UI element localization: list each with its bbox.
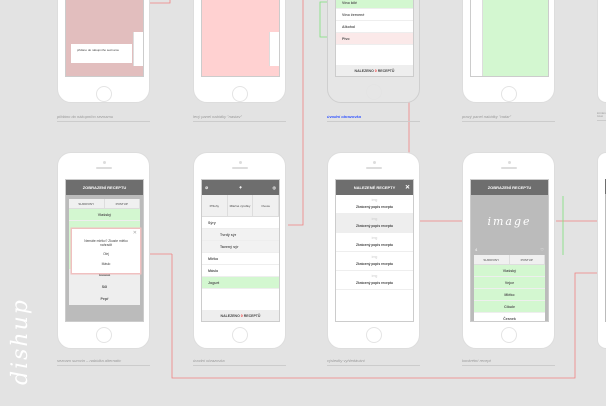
category-dairy[interactable]: Mléčné výrobky <box>227 195 254 216</box>
close-icon[interactable]: ✕ <box>404 185 410 191</box>
result-item[interactable]: img Zkrácený popis receptu <box>336 195 413 214</box>
result-desc: Zkrácený popis receptu <box>355 224 393 228</box>
found-recipes-button[interactable]: NALEZENO 0 RECEPTŮ <box>336 65 413 76</box>
people-count[interactable]: 4 <box>475 247 478 252</box>
screen-label: seznam surovin – nabídka alternativ <box>57 358 150 366</box>
phone-right-panel <box>462 0 555 103</box>
recipe-image: image <box>487 214 532 228</box>
list-item[interactable]: Vlašský <box>474 265 545 277</box>
list-item[interactable]: Tavený sýr <box>202 241 279 253</box>
list-item[interactable]: Alkohol <box>336 21 413 33</box>
list-item[interactable]: Mléko <box>474 289 545 301</box>
home-button <box>232 86 248 102</box>
phone-search-results: NALEZENÉ RECEPTY ✕ img Zkrácený popis rece… <box>327 152 420 349</box>
found-recipes-button[interactable]: NALEZENO 0 RECEPTŮ <box>202 310 279 321</box>
home-button <box>96 327 112 343</box>
popup: přidáno do nákupního seznamu <box>71 44 132 63</box>
close-icon[interactable]: ✕ <box>132 230 137 236</box>
home-button <box>232 327 248 343</box>
home-button <box>501 327 517 343</box>
result-image: img <box>371 236 378 240</box>
header: NALEZENÉ RECEPTY ✕ <box>336 180 413 195</box>
screen-label: přidáno do nákupního seznamu <box>57 114 150 122</box>
result-item[interactable]: img Zkrácený popis receptu <box>336 252 413 271</box>
option-button[interactable]: Máslo <box>101 262 111 266</box>
list-item[interactable]: Cibule <box>474 301 545 313</box>
result-desc: Zkrácený popis receptu <box>355 262 393 266</box>
result-item[interactable]: img Zkrácený popis receptu <box>336 233 413 252</box>
list-item[interactable]: Sýry <box>202 217 279 229</box>
tab-steps[interactable]: POSTUP <box>104 199 140 208</box>
list-item[interactable]: Jogurt <box>202 277 279 289</box>
list-item[interactable]: Pepř <box>69 293 140 305</box>
list-item[interactable]: Máslo <box>202 265 279 277</box>
header: ZOBRAZENÍ RECEPTU <box>471 180 548 195</box>
result-desc: Zkrácený popis receptu <box>355 205 393 209</box>
home-button <box>501 86 517 102</box>
home-button <box>96 86 112 102</box>
logo-icon: ⚘ <box>238 185 243 190</box>
result-item[interactable]: img Zkrácený popis receptu <box>336 214 413 233</box>
result-desc: Zkrácený popis receptu <box>355 243 393 247</box>
radar-icon[interactable]: ◎ <box>272 185 277 190</box>
heart-icon[interactable]: ♡ <box>540 247 544 252</box>
list-item[interactable]: Pivo <box>336 33 413 45</box>
screen-label: levý panel nabídky "nastav" <box>193 114 286 122</box>
header: ZOBRAZENÍ RECEPTU <box>66 180 143 195</box>
category-fruit[interactable]: Ovoce <box>253 195 279 216</box>
result-image: img <box>371 217 378 221</box>
phone-added-to-list: přidáno do nákupního seznamu <box>57 0 150 103</box>
list-item[interactable]: Víno červené <box>336 9 413 21</box>
result-image: img <box>371 198 378 202</box>
phone-home: Víno bílé Víno červené Alkohol Pivo NALE… <box>327 0 420 103</box>
list-item[interactable]: Vejce <box>474 277 545 289</box>
option-button[interactable]: Olej <box>103 252 109 256</box>
category-sidebar[interactable] <box>269 32 279 66</box>
home-button <box>366 327 382 343</box>
list-item[interactable]: Mléko <box>202 253 279 265</box>
screen-label: konkrétní recept <box>462 358 555 366</box>
tab-ingredients[interactable]: SUROVINY <box>69 199 105 208</box>
screen-label: úvodní obrazovka <box>327 114 420 122</box>
list-item[interactable]: Vlašský <box>69 209 140 221</box>
tab-ingredients[interactable]: SUROVINY <box>474 255 510 264</box>
alternative-popup: Nemáte mléko? Zkuste mléko nahradit Olej… <box>72 229 140 273</box>
phone-recipe: ZOBRAZENÍ RECEPTU image 4 ♡ SUROVINY POSTU… <box>462 152 555 349</box>
category-sides[interactable]: Přílohy <box>202 195 228 216</box>
category-sidebar[interactable] <box>133 32 143 66</box>
header: ⊘ ⚘ ◎ <box>202 180 279 195</box>
home-button <box>366 84 382 100</box>
phone-ingredients-alt: ZOBRAZENÍ RECEPTU SUROVINY POSTUP Vlašský… <box>57 152 150 349</box>
list-item[interactable]: Česnek <box>474 313 545 321</box>
tab-steps[interactable]: POSTUP <box>509 255 545 264</box>
screen-label: pravý panel nabídky "radar" <box>462 114 555 122</box>
phone-context <box>597 0 606 103</box>
result-desc: Zkrácený popis receptu <box>355 281 393 285</box>
result-item[interactable]: img Zkrácený popis receptu <box>336 271 413 290</box>
list-item[interactable]: Tvrdý sýr <box>202 229 279 241</box>
screen-label: výsledky vyhledávání <box>327 358 420 366</box>
list-item[interactable]: Sůl <box>69 281 140 293</box>
phone-home-categories: ⊘ ⚘ ◎ Přílohy Mléčné výrobky Ovoce Sýry Tvrd… <box>193 152 286 349</box>
result-image: img <box>371 274 378 278</box>
screen-label: kontextová <box>597 112 606 121</box>
screen-label: úvodní obrazovka <box>193 358 286 366</box>
settings-icon[interactable]: ⊘ <box>205 185 209 190</box>
result-image: img <box>371 255 378 259</box>
phone-next <box>597 152 606 349</box>
brand-logo: dishup <box>8 298 33 385</box>
phone-left-panel <box>193 0 286 103</box>
list-item[interactable]: Víno bílé <box>336 0 413 9</box>
